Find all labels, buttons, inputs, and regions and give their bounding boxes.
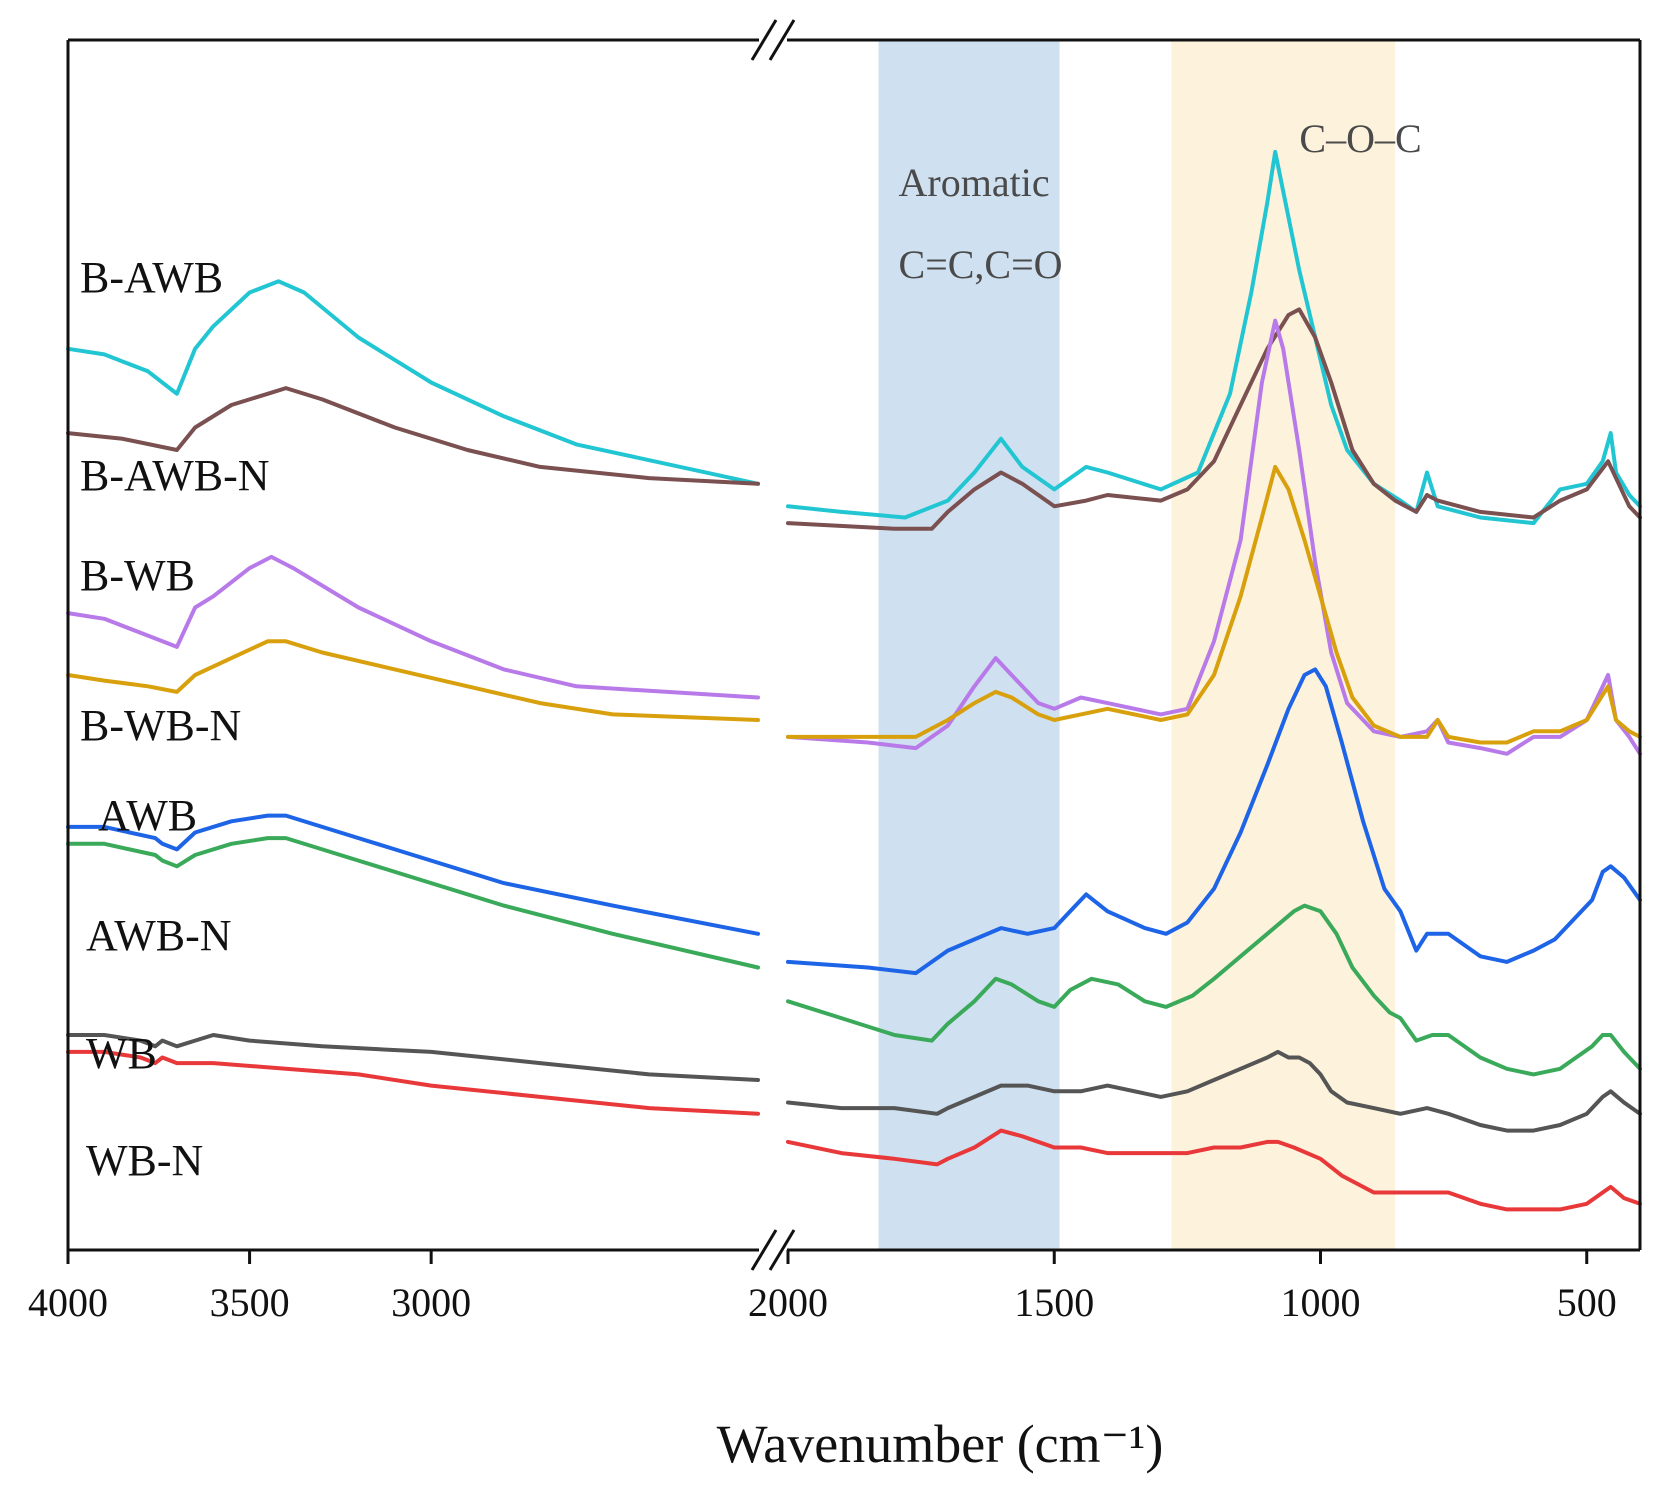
series-label-awb: AWB (98, 791, 197, 840)
axis-break-mark-top-2 (768, 19, 796, 61)
axis-break-mark-bottom-1 (750, 1229, 778, 1271)
series-line-wb-n-left (66, 1049, 760, 1116)
band-label-aromatic-line-1: Aromatic (899, 160, 1050, 205)
band-labels: Aromatic C=C,C=O C–O–C (899, 116, 1422, 287)
series-label-b-wb: B-WB (80, 551, 195, 600)
plot-frame (66, 19, 1642, 1271)
x-tick-label-3000: 3000 (391, 1280, 471, 1325)
axis-break-mark-bottom-2 (768, 1229, 796, 1271)
series-line-b-wb-n-left (66, 639, 760, 722)
series-label-wb: WB (86, 1029, 157, 1078)
series-line-wb-n-right (786, 1128, 1642, 1212)
series-line-awb-right (786, 667, 1642, 976)
series-label-b-awb: B-AWB (80, 253, 223, 302)
x-axis-ticks: 4000 3500 3000 2000 1500 1000 500 (28, 1250, 1617, 1325)
series-label-wb-n: WB-N (86, 1136, 203, 1185)
band-label-coc-line-1: C–O–C (1299, 116, 1421, 161)
series-line-b-awb-n-right (786, 307, 1642, 531)
x-tick-label-2000: 2000 (748, 1280, 828, 1325)
series-label-b-wb-n: B-WB-N (80, 701, 241, 750)
highlight-bands (878, 40, 1396, 1250)
series-line-b-awb-n-left (66, 386, 760, 486)
x-tick-label-3500: 3500 (210, 1280, 290, 1325)
x-axis-title: Wavenumber (cm⁻¹) (717, 1414, 1164, 1474)
series-line-b-wb-right (786, 318, 1642, 756)
series-line-wb-right (786, 1049, 1642, 1133)
band-label-aromatic-line-2: C=C,C=O (899, 242, 1063, 287)
series-label-awb-n: AWB-N (86, 911, 232, 960)
series-line-b-wb-left (66, 554, 760, 700)
highlight-band-1 (878, 40, 1060, 1250)
x-tick-label-500: 500 (1557, 1280, 1617, 1325)
axis-break-mark-top-1 (750, 19, 778, 61)
series-line-awb-n-left (66, 836, 760, 970)
series-line-b-awb-right (786, 149, 1642, 526)
x-tick-label-4000: 4000 (28, 1280, 108, 1325)
series-line-wb-left (66, 1033, 760, 1082)
x-tick-label-1500: 1500 (1014, 1280, 1094, 1325)
series-label-b-awb-n: B-AWB-N (80, 451, 270, 500)
series-line-awb-n-right (786, 903, 1642, 1077)
series-line-b-awb-left (66, 279, 760, 486)
highlight-band-2 (1171, 40, 1396, 1250)
x-tick-label-1000: 1000 (1281, 1280, 1361, 1325)
series-lines (66, 149, 1642, 1212)
series-line-awb-left (66, 813, 760, 936)
series-labels: B-AWB B-AWB-N B-WB B-WB-N AWB AWB-N WB WB-N (80, 253, 270, 1185)
series-line-b-wb-n-right (786, 464, 1642, 745)
